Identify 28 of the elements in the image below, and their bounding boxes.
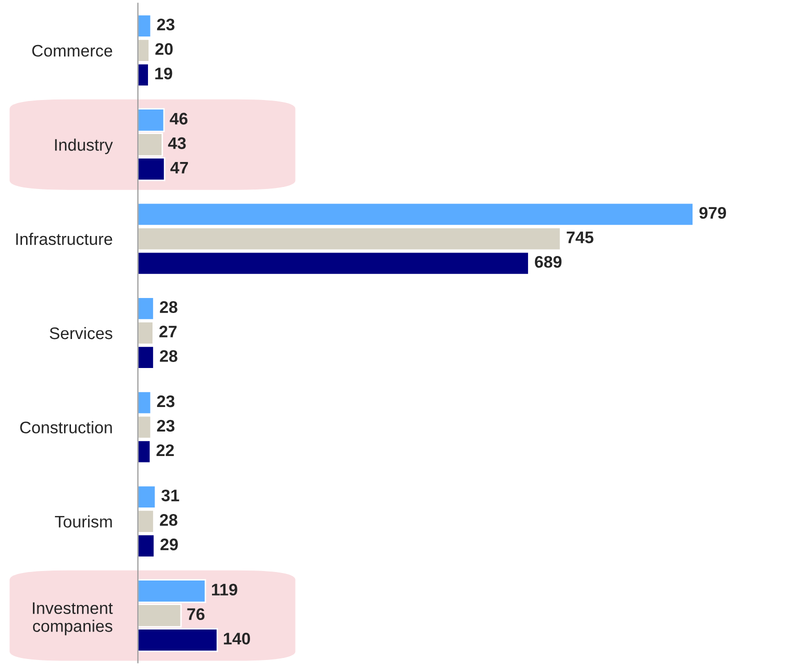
y-tick-label: Tourism <box>54 515 112 528</box>
data-label: 23 <box>157 420 174 432</box>
data-label: 20 <box>155 43 173 55</box>
data-label: 28 <box>160 514 178 526</box>
y-tick-label: Industry <box>55 138 113 154</box>
data-label: 28 <box>160 350 178 362</box>
data-label: 979 <box>699 206 726 219</box>
y-tick-label: Services <box>50 326 112 340</box>
data-label: 19 <box>155 68 172 80</box>
y-tick-label: Construction <box>20 421 112 434</box>
data-label: 29 <box>160 538 178 550</box>
data-label: 689 <box>534 256 562 268</box>
data-label: 140 <box>224 632 250 645</box>
data-label: 27 <box>159 326 177 338</box>
data-label: 43 <box>168 137 186 150</box>
data-label: 31 <box>161 490 180 502</box>
data-label: 46 <box>170 112 188 125</box>
y-tick-label: Commerce <box>32 44 112 57</box>
data-label: 47 <box>170 162 188 174</box>
data-label: 76 <box>187 608 205 620</box>
y-tick-label: Investment companies <box>32 602 113 636</box>
data-label: 22 <box>156 444 174 456</box>
data-label: 119 <box>212 584 238 596</box>
data-label: 23 <box>157 18 174 30</box>
data-label: 28 <box>160 301 178 313</box>
y-tick-label: Infrastructure <box>16 232 112 246</box>
data-label: 745 <box>566 232 594 244</box>
data-label: 23 <box>157 395 174 408</box>
